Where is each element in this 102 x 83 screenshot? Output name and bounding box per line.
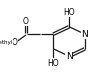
Text: N: N — [66, 52, 73, 61]
Text: N: N — [81, 30, 88, 39]
Text: HO: HO — [63, 8, 75, 17]
Text: O: O — [23, 17, 29, 26]
Text: methyl: methyl — [0, 40, 13, 45]
Text: O: O — [12, 38, 18, 47]
Text: HO: HO — [48, 59, 59, 68]
